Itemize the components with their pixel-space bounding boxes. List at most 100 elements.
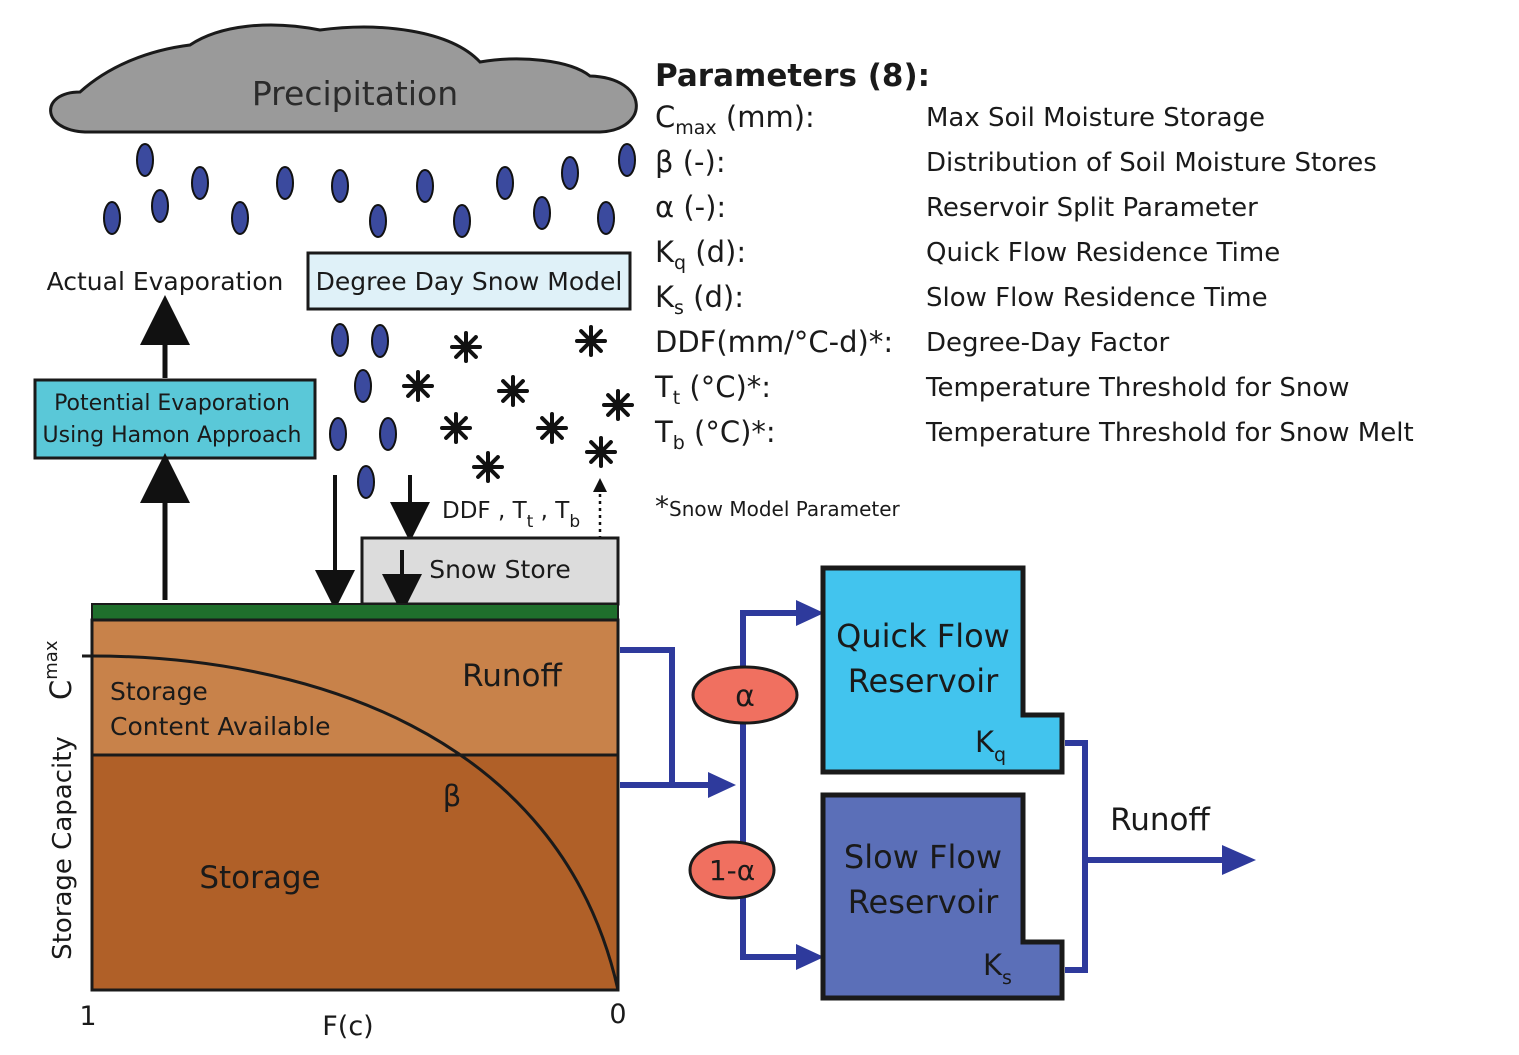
alpha-split: α (691, 665, 799, 725)
raindrop-icon (136, 143, 154, 177)
cmax-sub: max (41, 640, 62, 680)
parameter-description: Degree-Day Factor (926, 328, 1170, 358)
parameter-symbol-unit: (d): (683, 280, 744, 314)
parameters-panel: Parameters (8): Cmax (mm): Max Soil Moist… (655, 58, 1515, 460)
actual-evaporation-label: Actual Evaporation (47, 267, 284, 296)
slow-flow-reservoir: Slow Flow Reservoir Ks (820, 792, 1065, 1001)
alpha-label: α (735, 679, 755, 714)
parameter-symbol-main: T (655, 415, 673, 449)
parameter-row: Tt (°C)*: Temperature Threshold for Snow (655, 370, 1515, 415)
parameter-description: Quick Flow Residence Time (926, 238, 1281, 268)
parameter-symbol-sub: q (674, 251, 687, 274)
parameter-row: DDF(mm/°C-d)*: Degree-Day Factor (655, 325, 1515, 370)
parameter-symbol-sub: t (672, 386, 681, 409)
raindrop-icon (329, 417, 347, 451)
snow-store-label: Snow Store (429, 555, 570, 584)
parameter-symbol-main: C (655, 100, 676, 134)
raindrop-icon (354, 369, 372, 403)
x-axis-right-label: 0 (609, 999, 626, 1030)
raindrop-icon (379, 417, 397, 451)
soil-lower-zone (90, 753, 620, 992)
raindrop-icon (276, 166, 294, 200)
raindrop-icon (369, 204, 387, 238)
ddf-text: DDF (442, 498, 491, 524)
parameter-symbol-unit: (d): (686, 235, 747, 269)
tb-text: T (554, 498, 570, 524)
raindrop-icon (357, 465, 375, 499)
storage-capacity-axis-label: Storage Capacity (48, 736, 78, 960)
parameter-symbol-main: T (655, 370, 673, 404)
soil-runoff-label: Runoff (462, 658, 562, 694)
parameter-row: α (-): Reservoir Split Parameter (655, 190, 1515, 235)
parameter-symbol: β (-): (655, 145, 726, 179)
parameter-symbol-main: α (-): (655, 190, 727, 224)
dotted-arrow-head-up (593, 478, 607, 492)
merge-arrow-head (708, 772, 736, 798)
raindrop-icon (191, 166, 209, 200)
storage-content-line1: Storage (110, 677, 208, 706)
raindrop-icon (331, 323, 349, 357)
snowflake-icon (536, 412, 568, 444)
parameter-description: Slow Flow Residence Time (926, 283, 1268, 313)
snowflakes (402, 325, 634, 483)
parameter-description: Distribution of Soil Moisture Stores (926, 148, 1377, 178)
parameter-symbol-main: β (-): (655, 145, 726, 179)
snowflake-icon (497, 375, 529, 407)
parameter-symbol-sub: max (675, 116, 717, 139)
parameter-row: β (-): Distribution of Soil Moisture Stor… (655, 145, 1515, 190)
to-quick-arrow-head (796, 600, 824, 626)
quick-reservoir-line2: Reservoir (848, 662, 999, 700)
raindrop-icon (533, 196, 551, 230)
storage-distribution-curve (91, 654, 620, 991)
x-axis-label: F(c) (322, 1011, 373, 1042)
parameter-symbol-unit: (°C)*: (684, 415, 776, 449)
parameter-description: Max Soil Moisture Storage (926, 103, 1266, 133)
parameter-description: Temperature Threshold for Snow Melt (926, 418, 1414, 448)
parameter-symbol-sub: s (674, 296, 684, 319)
quick-k-label: Kq (975, 725, 1006, 766)
parameter-row: Ks (d): Slow Flow Residence Time (655, 280, 1515, 325)
precipitation-cloud: Precipitation (49, 23, 638, 134)
quick-outflow-line (1065, 740, 1088, 860)
runoff-out-label: Runoff (1110, 802, 1210, 838)
parameters-title: Parameters (8): (655, 58, 931, 94)
flow-routing (620, 600, 1256, 973)
raindrops (103, 143, 636, 499)
tt-sub: t (527, 512, 534, 532)
parameter-symbol-main: K (655, 280, 675, 314)
parameter-symbol-unit: (mm): (716, 100, 815, 134)
footnote-text: Snow Model Parameter (669, 497, 900, 521)
ddf-sep: , (491, 498, 513, 524)
raindrop-icon (561, 156, 579, 190)
snow-parameters-label: DDF , Tt , Tb (442, 498, 580, 532)
snowflake-icon (585, 436, 617, 468)
snow-parameter-footnote: *Snow Model Parameter (655, 490, 900, 523)
raindrop-icon (371, 324, 389, 358)
parameters-list: Cmax (mm): Max Soil Moisture Storage β (-)… (655, 100, 1515, 460)
raindrop-icon (453, 204, 471, 238)
one-minus-alpha-label: 1-α (709, 854, 755, 887)
parameter-row: Kq (d): Quick Flow Residence Time (655, 235, 1515, 280)
cmax-c: C (44, 680, 78, 700)
parameter-symbol-unit: (°C)*: (680, 370, 772, 404)
runoff-flow-line (620, 647, 675, 785)
parameter-description: Reservoir Split Parameter (926, 193, 1258, 223)
storage-content-line2: Content Available (110, 712, 331, 741)
parameter-symbol: α (-): (655, 190, 726, 224)
parameter-symbol: Tb (°C)*: (655, 415, 776, 454)
parameter-symbol: Tt (°C)*: (655, 370, 771, 409)
one-minus-alpha-split: 1-α (688, 840, 776, 900)
to-slow-arrow-head (796, 944, 824, 970)
raindrop-icon (416, 169, 434, 203)
slow-reservoir-line2: Reservoir (848, 883, 999, 921)
quick-flow-reservoir: Quick Flow Reservoir Kq (820, 565, 1065, 775)
parameter-symbol: Ks (d): (655, 280, 744, 319)
parameter-symbol-main: K (655, 235, 675, 269)
slow-k: K (983, 948, 1003, 982)
soil-storage: Runoff Storage Content Available Storage… (82, 618, 620, 992)
parameter-row: Cmax (mm): Max Soil Moisture Storage (655, 100, 1515, 145)
cmax-axis-label: Cmax (41, 640, 78, 700)
raindrop-icon (496, 166, 514, 200)
parameter-row: Tb (°C)*: Temperature Threshold for Snow … (655, 415, 1515, 460)
